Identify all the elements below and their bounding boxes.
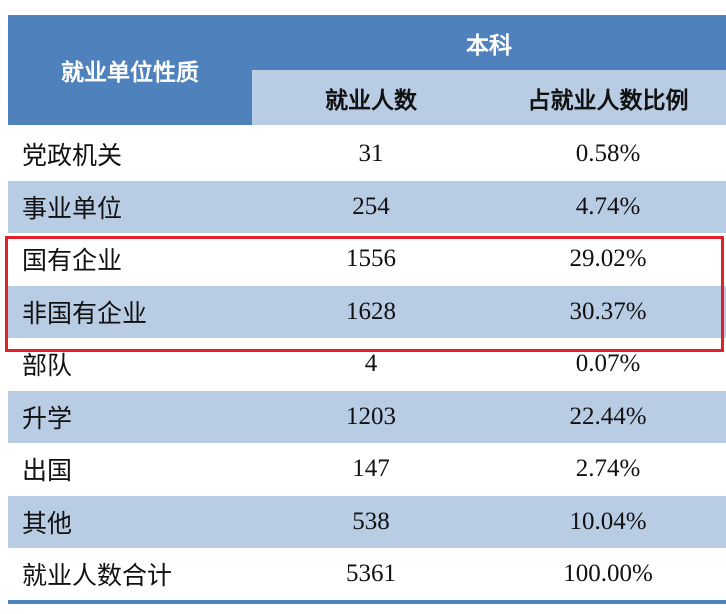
cell-value: 254 xyxy=(352,192,390,220)
header-column: 占就业人数比例 xyxy=(490,70,726,125)
header-category: 就业单位性质 xyxy=(8,15,252,125)
row-label: 事业单位 xyxy=(22,195,123,223)
header-column: 就业人数 xyxy=(252,70,490,125)
row-label: 非国有企业 xyxy=(22,300,148,328)
row-label: 国有企业 xyxy=(22,248,123,276)
cell-value: 4 xyxy=(364,350,378,378)
cell-value: 1628 xyxy=(346,297,396,325)
cell-value: 5361 xyxy=(346,560,396,588)
cell-value: 29.02% xyxy=(569,245,647,273)
bottom-border xyxy=(8,600,726,604)
row-label: 就业人数合计 xyxy=(22,563,173,591)
cell-value: 4.74% xyxy=(575,192,641,220)
cell-value: 1203 xyxy=(346,402,396,430)
cell-value: 30.37% xyxy=(569,297,647,325)
row-background xyxy=(8,180,726,233)
cell-value: 31 xyxy=(358,140,384,168)
row-background xyxy=(8,390,726,443)
cell-value: 0.07% xyxy=(575,350,641,378)
row-label: 其他 xyxy=(22,510,73,538)
row-label: 党政机关 xyxy=(22,143,123,171)
row-background xyxy=(8,495,726,548)
row-background xyxy=(8,285,726,338)
cell-value: 0.58% xyxy=(575,140,641,168)
row-label: 升学 xyxy=(22,405,73,433)
cell-value: 538 xyxy=(352,507,390,535)
highlight-box xyxy=(5,236,724,352)
row-label: 部队 xyxy=(22,353,73,381)
cell-value: 147 xyxy=(352,455,390,483)
header-group: 本科 xyxy=(252,15,726,70)
cell-value: 10.04% xyxy=(569,507,647,535)
cell-value: 1556 xyxy=(346,245,396,273)
cell-value: 2.74% xyxy=(575,455,641,483)
cell-value: 22.44% xyxy=(569,402,647,430)
cell-value: 100.00% xyxy=(563,560,653,588)
row-label: 出国 xyxy=(22,458,73,486)
